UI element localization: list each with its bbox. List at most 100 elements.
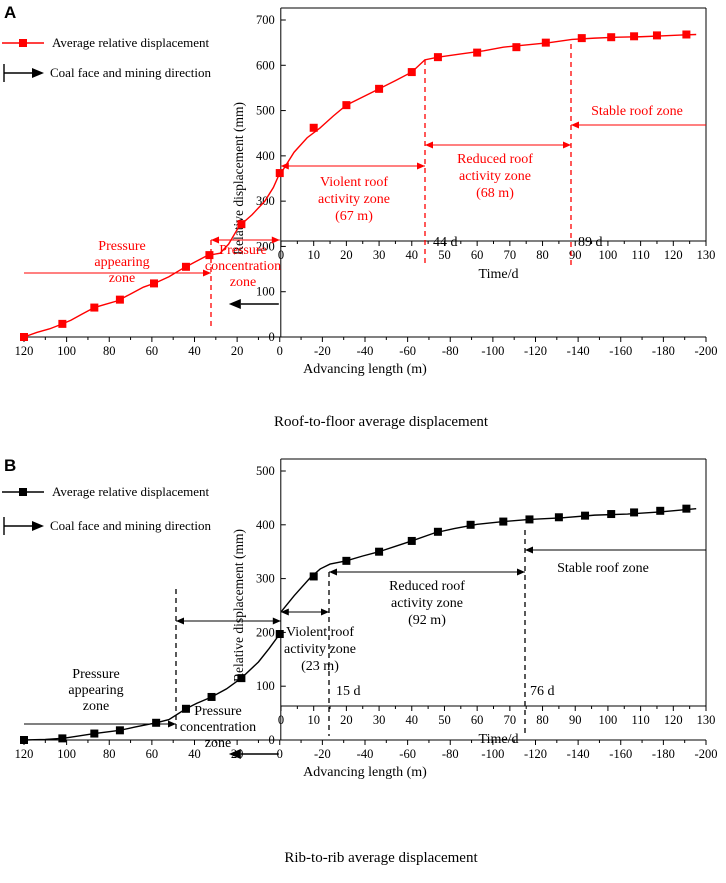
panel-a-x-tick-label: 120 [15,344,34,358]
panel-b-data-point [20,736,28,744]
panel-a-appearing-arrow-head [203,269,211,277]
panel-a-data-point [433,53,442,62]
panel-a-x-axis-title: Advancing length (m) [303,362,427,377]
panel-b-pressure-appearing-label-line: zone [83,699,109,714]
panel-a-violent-arrow-head [280,162,289,170]
panel-b-x-tick-label: -160 [609,747,632,761]
panel-a-series-line-time [280,33,697,174]
panel-a-x-tick-label: -160 [609,344,632,358]
panel-b-pressure-concentration-label-line: concentration [180,720,256,735]
panel-b-data-point [499,517,508,526]
panel-a-time-tick-label: 30 [373,248,386,262]
panel-a-y-tick-label: 100 [256,285,275,299]
panel-b-x-tick-label: -60 [399,747,416,761]
panel-a-y-tick-label: 400 [256,149,275,163]
panel-a-pressure-appearing-label-line: appearing [94,255,149,270]
panel-b-time-tick-label: 20 [340,713,353,727]
panel-a-legend-marker [19,39,27,47]
panel-a-legend-direction-text: Coal face and mining direction [50,65,212,80]
panel-b-data-point [407,536,416,545]
panel-b-time-tick-label: 0 [278,713,284,727]
panel-b-day-label-1: 15 d [336,684,361,699]
panel-b-violent-label-line: activity zone [284,642,356,657]
panel-b-day-label-2: 76 d [530,684,555,699]
panel-a-caption: Roof-to-floor average displacement [274,414,489,430]
panel-b-data-point [466,520,475,529]
panel-a-x-tick-label: -140 [567,344,590,358]
panel-b-reduced-label-line: activity zone [391,596,463,611]
panel-a-x-tick-label: -100 [481,344,504,358]
panel-a-reduced-label-line: Reduced roof [457,152,533,167]
panel-a-pressure-concentration-label-line: concentration [205,259,281,274]
panel-b-x-tick-label: -200 [695,747,718,761]
panel-b-time-tick-label: 80 [536,713,549,727]
panel-b-data-point [237,674,246,683]
panel-a-violent-label-line: (67 m) [335,209,373,224]
panel-a-pressure-concentration-label-line: zone [230,275,256,290]
panel-b-y-tick-label: 200 [256,625,275,639]
panel-a-data-point [309,123,318,132]
panel-b-legend-series-text: Average relative displacement [52,484,210,499]
panel-a-data-point [150,279,159,288]
panel-a-day-label-2: 89 d [578,235,603,250]
panel-a-data-point [682,30,691,39]
panel-a-time-tick-label: 120 [664,248,683,262]
panel-a-mining-direction-arrow-head [228,299,241,309]
panel-a-x-tick-label: -20 [314,344,331,358]
panel-b-time-tick-label: 40 [406,713,419,727]
panel-a-reduced-arrow-head [425,141,433,149]
panel-a-time-axis-title: Time/d [479,267,519,282]
panel-a-pressure-appearing-label-line: Pressure [98,239,145,254]
panel-b-x-tick-label: 60 [146,747,159,761]
panel-a-x-tick-label: 40 [188,344,201,358]
panel-a-data-point [652,31,661,40]
panel-b-time-tick-label: 50 [438,713,451,727]
panel-a-data-point [607,33,616,42]
panel-b-data-point [275,630,284,639]
panel-b-data-point [525,515,534,524]
panel-b-reduced-label-line: Reduced roof [389,579,465,594]
panel-a-time-tick-label: 90 [569,248,582,262]
panel-a-data-point [205,251,214,260]
panel-a-x-tick-label: -80 [442,344,459,358]
panel-b-stable-label: Stable roof zone [557,561,649,576]
panel-a-data-point [237,220,246,229]
panel-b-x-tick-label: 80 [103,747,116,761]
panel-b-pressure-concentration-label-line: zone [205,736,231,751]
panel-a-x-tick-label: -60 [399,344,416,358]
panel-b-time-tick-label: 30 [373,713,386,727]
panel-b-y-tick-label: 100 [256,679,275,693]
panel-b-time-tick-label: 120 [664,713,683,727]
panel-b-y-tick-label: 0 [269,733,275,747]
panel-b-legend-marker [19,488,27,496]
panel-a-time-tick-label: 50 [438,248,451,262]
panel-a-violent-label-line: activity zone [318,192,390,207]
panel-a-x-tick-label: 60 [146,344,159,358]
panel-b-y-tick-label: 500 [256,464,275,478]
panel-a-data-point [541,38,550,47]
panel-b-data-point [342,556,351,565]
panel-a-y-tick-label: 500 [256,104,275,118]
panel-a-data-point [630,32,639,41]
panel-a-pressure-concentration-label-line: Pressure [219,243,266,258]
panel-b-data-point [630,508,639,517]
panel-a-x-tick-label: -40 [357,344,374,358]
panel-b-data-point [152,718,161,727]
panel-a-reduced-label-line: (68 m) [476,186,514,201]
panel-b-y-tick-label: 300 [256,572,275,586]
panel-a-x-tick-label: -120 [524,344,547,358]
panel-b-pressure-appearing-label-line: Pressure [72,667,119,682]
panel-a-data-point [407,68,416,77]
panel-b-x-axis-title: Advancing length (m) [303,765,427,780]
panel-b-data-point [115,726,124,735]
panel-b-concentration-arrow-head [272,617,281,625]
panel-a-y-axis-title: Relative displacement (mm) [231,102,246,255]
panel-a-data-point [342,101,351,110]
panel-b-appearing-arrow-head [168,720,176,728]
panel-a-x-tick-label: 20 [231,344,244,358]
panel-b-reduced-arrow-head [517,568,525,576]
panel-a-x-tick-label: 80 [103,344,116,358]
panel-a-y-tick-label: 600 [256,58,275,72]
panel-a-data-point [512,43,521,52]
